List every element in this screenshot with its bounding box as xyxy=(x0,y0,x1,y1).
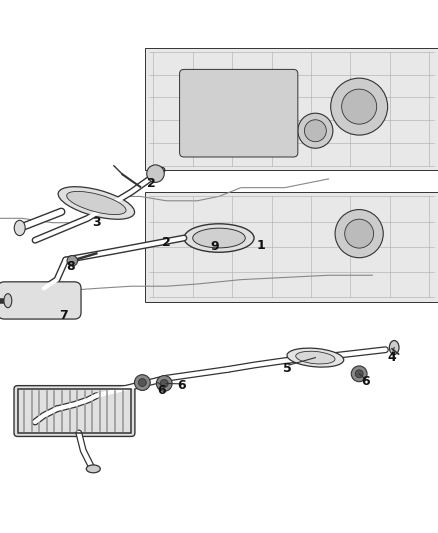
Text: 2: 2 xyxy=(147,177,155,190)
Ellipse shape xyxy=(14,220,25,236)
Circle shape xyxy=(351,366,367,382)
Circle shape xyxy=(355,370,363,378)
Text: 6: 6 xyxy=(177,379,186,392)
Text: 9: 9 xyxy=(210,240,219,253)
Text: 6: 6 xyxy=(158,384,166,397)
Ellipse shape xyxy=(184,224,254,252)
Bar xyxy=(18,389,131,433)
Circle shape xyxy=(335,209,383,258)
Ellipse shape xyxy=(58,187,134,219)
Polygon shape xyxy=(145,47,438,170)
Ellipse shape xyxy=(86,465,100,473)
Circle shape xyxy=(304,120,326,142)
Text: 3: 3 xyxy=(92,216,101,229)
Circle shape xyxy=(160,379,168,387)
Polygon shape xyxy=(145,192,438,302)
Text: 1: 1 xyxy=(256,239,265,253)
Ellipse shape xyxy=(147,165,164,182)
Text: 5: 5 xyxy=(283,361,291,375)
Ellipse shape xyxy=(67,191,126,215)
Circle shape xyxy=(342,89,377,124)
Ellipse shape xyxy=(193,228,245,248)
Circle shape xyxy=(134,375,150,391)
FancyBboxPatch shape xyxy=(0,282,81,319)
Text: 8: 8 xyxy=(67,260,75,273)
Text: 4: 4 xyxy=(388,351,396,364)
Circle shape xyxy=(331,78,388,135)
Ellipse shape xyxy=(296,351,335,364)
Ellipse shape xyxy=(4,294,12,308)
Text: 6: 6 xyxy=(361,375,370,388)
Ellipse shape xyxy=(389,341,399,354)
Circle shape xyxy=(138,378,146,386)
Circle shape xyxy=(298,113,333,148)
Circle shape xyxy=(67,255,78,266)
FancyBboxPatch shape xyxy=(180,69,298,157)
Ellipse shape xyxy=(287,348,344,367)
Text: 7: 7 xyxy=(59,309,68,322)
FancyBboxPatch shape xyxy=(14,386,135,437)
Text: 2: 2 xyxy=(162,236,171,249)
Circle shape xyxy=(156,376,172,391)
Circle shape xyxy=(345,219,374,248)
